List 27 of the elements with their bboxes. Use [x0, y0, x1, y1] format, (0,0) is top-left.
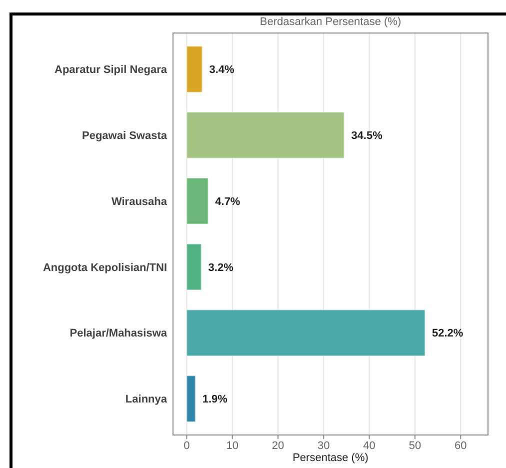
x-tick-label: 60 [454, 440, 467, 452]
bar [186, 375, 196, 422]
data-label: 4.7% [215, 196, 240, 208]
bar [186, 46, 203, 93]
x-tick-label: 20 [272, 440, 284, 452]
chart-title: Berdasarkan Persentase (%) [260, 16, 402, 28]
y-tick-label: Wirausaha [111, 196, 168, 208]
y-tick-label: Pegawai Swasta [82, 130, 168, 142]
x-tick-label: 50 [408, 440, 422, 452]
x-tick-label: 0 [184, 440, 190, 452]
x-tick-label: 10 [226, 440, 238, 452]
data-label: 3.2% [208, 262, 234, 274]
data-label: 52.2% [432, 328, 464, 340]
y-tick-label: Pelajar/Mahasiswa [70, 328, 168, 340]
x-axis-title: Persentase (%) [292, 452, 368, 464]
bar [186, 177, 209, 225]
x-tick-label: 30 [318, 440, 330, 452]
y-tick-label: Aparatur Sipil Negara [54, 64, 168, 76]
bar [186, 112, 345, 159]
y-tick-label: Lainnya [125, 394, 168, 406]
y-tick-label: Anggota Kepolisian/TNI [42, 262, 167, 274]
bar [186, 309, 426, 356]
bar [186, 243, 202, 291]
data-label: 1.9% [202, 394, 228, 406]
data-label: 3.4% [209, 64, 235, 76]
x-tick-label: 40 [363, 440, 376, 452]
data-label: 34.5% [351, 130, 383, 142]
